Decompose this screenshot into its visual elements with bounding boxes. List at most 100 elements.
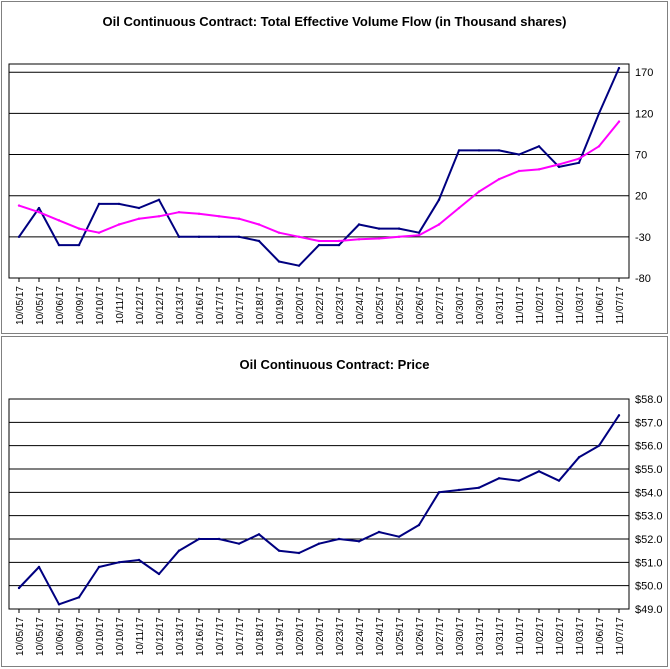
x-tick-label: 10/17/17 — [235, 617, 246, 656]
x-tick-label: 10/16/17 — [195, 286, 206, 325]
price-chart-panel: Oil Continuous Contract: Price $58.0 $57.… — [1, 336, 668, 667]
x-tick-label: 10/19/17 — [275, 617, 286, 656]
data-point — [157, 572, 161, 576]
x-tick-label: 10/27/17 — [435, 617, 446, 656]
x-tick-label: 10/30/17 — [475, 286, 486, 325]
x-tick-label: 11/02/17 — [555, 286, 566, 325]
data-point — [237, 235, 241, 239]
data-point — [377, 227, 381, 230]
data-point — [317, 243, 321, 247]
x-tick-label: 11/03/17 — [575, 286, 586, 325]
x-tick-label: 10/22/17 — [315, 286, 326, 325]
x-tick-label: 10/09/17 — [75, 286, 86, 325]
x-tick-label: 10/10/17 — [95, 617, 106, 656]
data-point — [317, 542, 321, 545]
y-tick-label: -80 — [635, 273, 651, 285]
data-point — [57, 603, 61, 606]
data-point — [597, 444, 601, 447]
data-point — [137, 558, 141, 562]
data-point — [277, 231, 281, 234]
x-tick-label: 10/05/17 — [15, 617, 26, 656]
data-point — [597, 145, 601, 148]
data-point — [537, 470, 541, 473]
x-tick-label: 11/07/17 — [615, 617, 626, 656]
data-point — [317, 239, 321, 243]
x-tick-label: 10/06/17 — [55, 617, 66, 656]
data-point — [37, 210, 41, 214]
data-point — [17, 586, 21, 590]
data-point — [437, 223, 441, 226]
data-point — [57, 243, 61, 247]
y-tick-label: $54.0 — [635, 487, 663, 499]
data-point — [77, 227, 81, 230]
data-point — [477, 190, 481, 193]
y-tick-label: 120 — [635, 108, 653, 120]
x-tick-label: 11/07/17 — [615, 286, 626, 325]
y-tick-label: $52.0 — [635, 534, 663, 546]
data-point — [437, 491, 441, 494]
data-point — [457, 488, 461, 492]
x-tick-label: 10/12/17 — [135, 286, 146, 325]
data-point — [417, 523, 421, 527]
data-point — [517, 153, 521, 156]
data-point — [477, 149, 481, 152]
y-tick-label: $49.0 — [635, 604, 663, 616]
data-point — [177, 549, 181, 552]
x-tick-label: 10/17/17 — [235, 286, 246, 325]
x-tick-label: 10/10/17 — [95, 286, 106, 325]
data-point — [157, 215, 161, 218]
x-tick-label: 11/02/17 — [555, 617, 566, 656]
data-point — [57, 219, 61, 222]
y-tick-label: 70 — [635, 150, 647, 162]
data-point — [17, 204, 21, 207]
data-point — [17, 235, 21, 239]
data-point — [517, 479, 521, 482]
data-point — [457, 206, 461, 210]
data-point — [137, 217, 141, 220]
data-point — [277, 549, 281, 552]
x-tick-label: 10/20/17 — [295, 617, 306, 656]
data-point — [557, 165, 561, 169]
x-tick-label: 10/17/17 — [215, 286, 226, 325]
data-point — [397, 235, 401, 239]
data-point — [457, 149, 461, 152]
data-point — [237, 542, 241, 545]
x-tick-label: 10/05/17 — [35, 617, 46, 656]
data-point — [197, 235, 201, 239]
data-point — [377, 237, 381, 240]
y-tick-label: $55.0 — [635, 464, 663, 476]
price-chart-title: Oil Continuous Contract: Price — [239, 357, 430, 372]
y-tick-label: 20 — [635, 191, 647, 203]
x-tick-label: 10/26/17 — [415, 617, 426, 656]
data-point — [537, 145, 541, 148]
data-point — [297, 235, 301, 239]
x-tick-label: 10/30/17 — [455, 617, 466, 656]
x-tick-label: 10/25/17 — [375, 286, 386, 325]
volume-flow-chart-title: Oil Continuous Contract: Total Effective… — [102, 14, 567, 29]
data-point — [97, 231, 101, 234]
series-line-1 — [18, 120, 620, 242]
data-point — [477, 486, 481, 489]
volume-flow-chart-panel: Oil Continuous Contract: Total Effective… — [1, 1, 668, 334]
data-point — [197, 212, 201, 215]
data-point — [157, 198, 161, 202]
data-point — [117, 561, 121, 564]
data-point — [357, 223, 361, 226]
data-point — [197, 537, 201, 541]
x-tick-label: 11/06/17 — [595, 617, 606, 656]
data-point — [77, 243, 81, 247]
y-tick-label: $50.0 — [635, 581, 663, 593]
data-point — [97, 565, 101, 569]
data-point — [517, 169, 521, 173]
data-point — [497, 149, 501, 152]
data-point — [397, 535, 401, 538]
data-point — [577, 157, 581, 160]
data-point — [117, 202, 121, 206]
x-tick-label: 10/25/17 — [395, 286, 406, 325]
data-point — [557, 479, 561, 482]
data-point — [177, 210, 181, 214]
x-tick-label: 10/11/17 — [115, 286, 126, 325]
data-point — [397, 227, 401, 230]
x-tick-label: 10/18/17 — [255, 617, 266, 656]
data-point — [257, 239, 261, 243]
